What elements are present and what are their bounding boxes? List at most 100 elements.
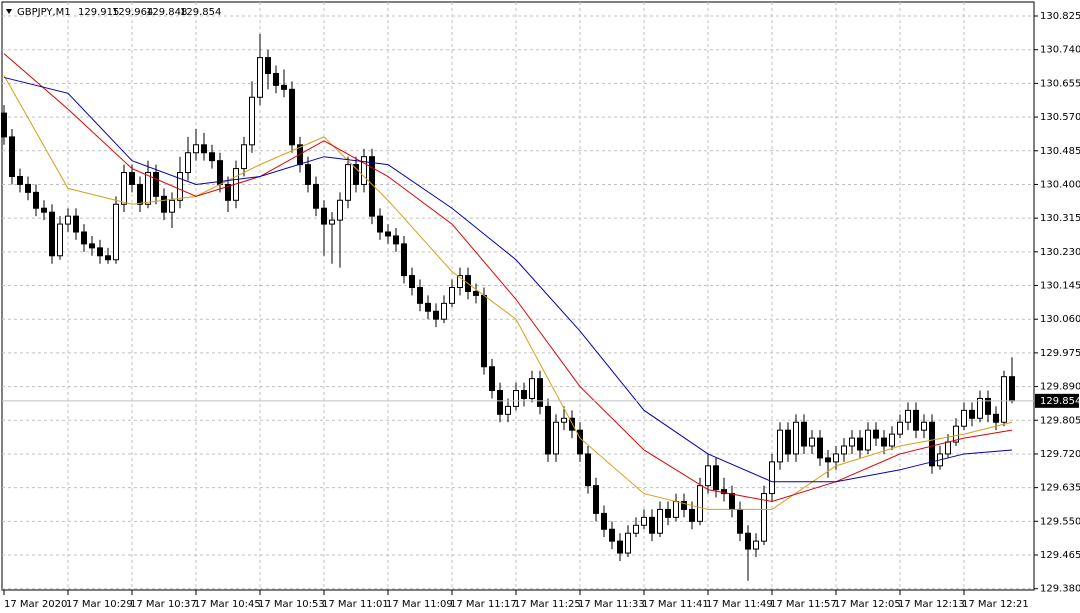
candle-body	[897, 421, 903, 435]
candle-body	[193, 144, 199, 154]
candle-body	[929, 421, 935, 467]
candle-body	[985, 397, 991, 415]
x-tick-label: 17 Mar 11:25	[514, 599, 581, 610]
candle-body	[289, 88, 295, 146]
candle-body	[97, 247, 103, 257]
candle-body	[737, 508, 743, 534]
x-tick-label: 17 Mar 11:09	[386, 599, 453, 610]
candle-body	[729, 493, 735, 510]
candle-body	[513, 390, 519, 407]
y-tick-label: 129.465	[1040, 550, 1080, 561]
y-tick-label: 129.635	[1040, 483, 1080, 494]
candle-body	[385, 231, 391, 237]
candle-body	[689, 508, 695, 522]
candle-body	[401, 243, 407, 277]
candle-body	[353, 164, 359, 185]
candle-body	[585, 453, 591, 487]
candle-body	[425, 302, 431, 312]
candle-body	[633, 524, 639, 534]
candle-body	[481, 294, 487, 368]
candle-body	[241, 144, 247, 170]
candle-body	[769, 461, 775, 495]
candle-body	[753, 540, 759, 550]
candle-body	[9, 136, 15, 178]
candle-body	[841, 445, 847, 455]
candle-body	[873, 429, 879, 439]
candle-body	[113, 203, 119, 261]
price-label-box	[1035, 393, 1079, 408]
candle-body	[697, 485, 703, 522]
candle-body	[905, 409, 911, 423]
candle-body	[489, 366, 495, 392]
y-tick-label: 130.655	[1040, 78, 1080, 89]
candle-body	[145, 172, 151, 205]
candle-body	[857, 437, 863, 451]
candle-body	[617, 540, 623, 554]
candle-body	[497, 390, 503, 415]
candle-body	[249, 96, 255, 146]
candle-body	[73, 215, 79, 233]
x-tick-label: 17 Mar 12:05	[834, 599, 901, 610]
candle-body	[777, 429, 783, 463]
candle-body	[849, 437, 855, 447]
candle-body	[561, 417, 567, 423]
candle-body	[761, 493, 767, 542]
candle-body	[17, 176, 23, 185]
candle-body	[745, 532, 751, 550]
candle-body	[313, 183, 319, 209]
candle-body	[41, 207, 47, 213]
open: 129.915	[78, 7, 119, 18]
candle-body	[225, 183, 231, 201]
candle-body	[625, 532, 631, 554]
candle-body	[673, 501, 679, 518]
x-tick-label: 17 Mar 11:01	[322, 599, 389, 610]
candle-body	[305, 164, 311, 185]
x-tick-label: 17 Mar 10:53	[258, 599, 325, 610]
high: 129.964	[112, 7, 153, 18]
candle-body	[377, 215, 383, 233]
candle-body	[921, 421, 927, 431]
y-tick-label: 130.315	[1040, 213, 1080, 224]
candle-body	[449, 286, 455, 304]
candle-body	[393, 235, 399, 245]
candle-body	[161, 195, 167, 213]
candle-body	[825, 457, 831, 463]
candle-body	[105, 255, 111, 261]
menu-triangle[interactable]	[6, 9, 12, 14]
candle-body	[121, 172, 127, 205]
candle-body	[977, 397, 983, 419]
moving-average	[3, 76, 1013, 483]
candle-body	[713, 465, 719, 491]
candle-body	[969, 409, 975, 419]
y-tick-label: 130.400	[1040, 179, 1080, 190]
x-tick-label: 17 Mar 11:33	[578, 599, 645, 610]
candle-body	[881, 437, 887, 447]
candle-body	[505, 405, 511, 415]
candle-body	[801, 421, 807, 447]
x-tick-label: 17 Mar 10:45	[194, 599, 261, 610]
price-label: 129.854	[1040, 396, 1080, 407]
candle-body	[961, 409, 967, 427]
candle-body	[153, 172, 159, 197]
candle-body	[545, 405, 551, 455]
candle-body	[833, 453, 839, 463]
y-tick-label: 129.890	[1040, 382, 1080, 393]
y-tick-label: 129.975	[1040, 348, 1080, 359]
candle-body	[1001, 376, 1007, 423]
candle-body	[273, 72, 279, 86]
candle-body	[1, 112, 7, 138]
candle-body	[209, 152, 215, 162]
candle-body	[705, 465, 711, 487]
candle-body	[553, 421, 559, 455]
candle-body	[945, 441, 951, 455]
candle-body	[521, 390, 527, 399]
candle-body	[601, 512, 607, 530]
y-tick-label: 130.740	[1040, 45, 1080, 56]
candle-body	[537, 378, 543, 407]
moving-average	[3, 75, 1013, 510]
y-tick-label: 130.145	[1040, 281, 1080, 292]
candle-body	[185, 152, 191, 174]
candle-body	[473, 290, 479, 296]
candle-body	[89, 243, 95, 249]
